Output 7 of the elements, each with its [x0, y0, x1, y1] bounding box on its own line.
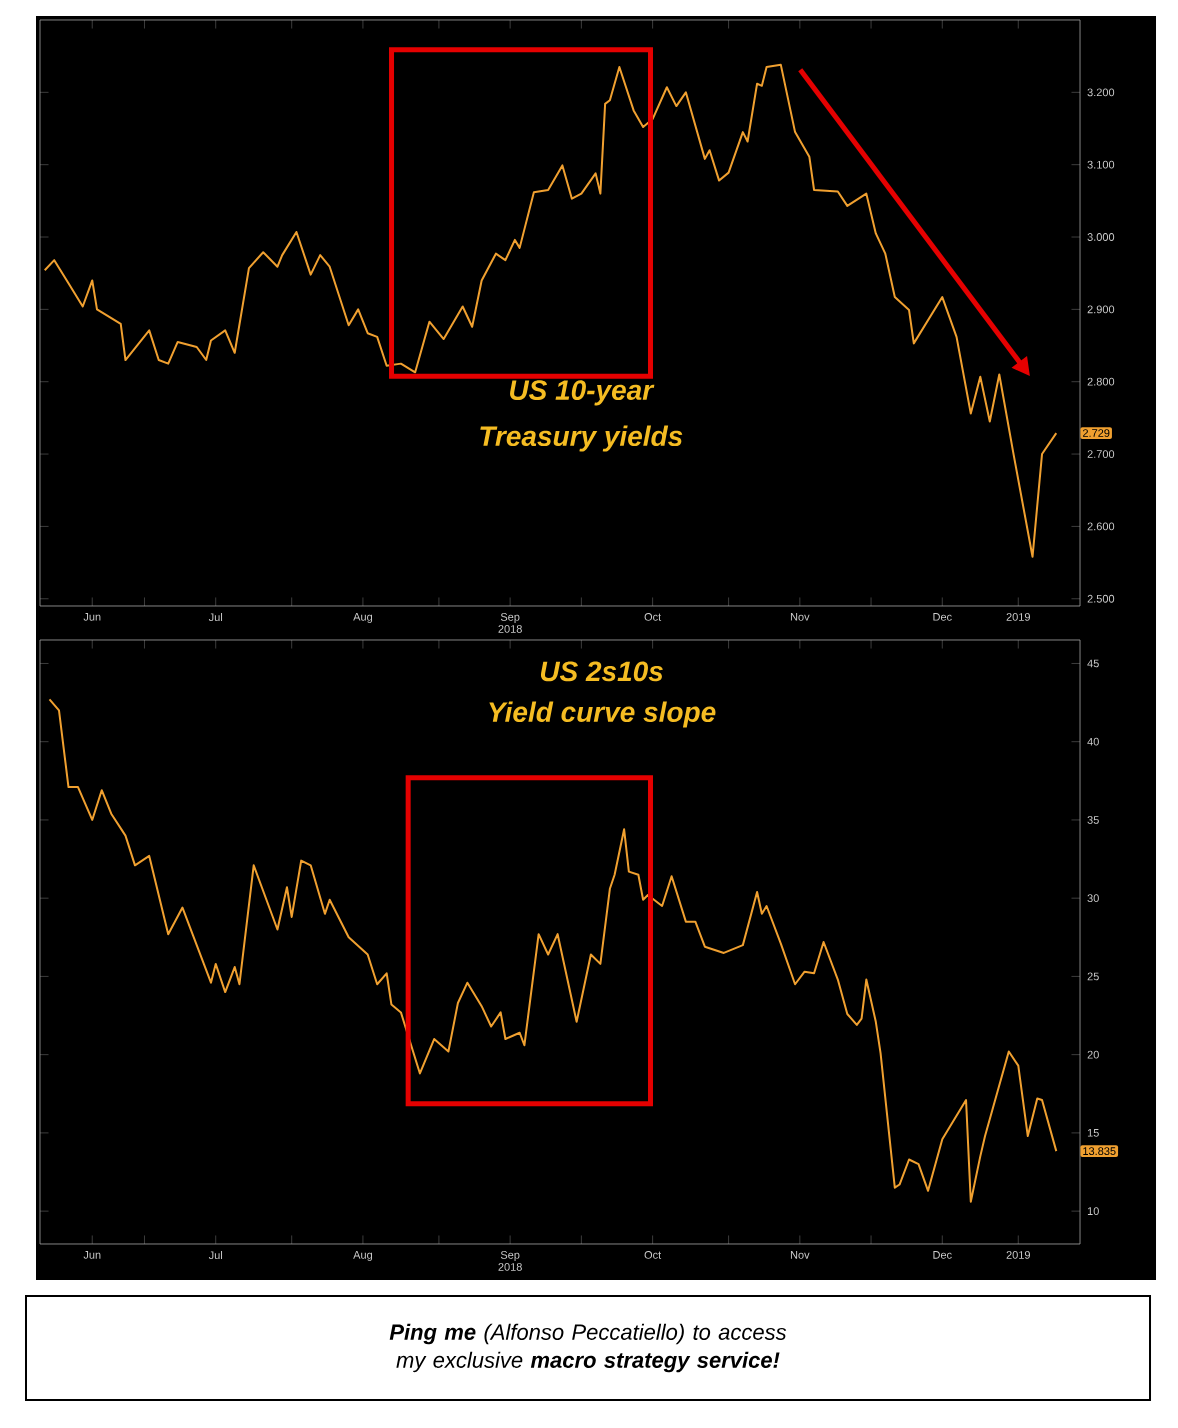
text: US 10-year [510, 380, 655, 406]
text: US 2s10s [540, 661, 663, 682]
text: Treasury yields [480, 425, 683, 452]
line-series [48, 698, 1058, 1203]
line-series [43, 63, 1058, 558]
text: Yield curve slope [489, 701, 716, 728]
text: Ping me (Alfonso Peccatiello) to access my exclusive macro strategy service! [389, 1323, 787, 1373]
